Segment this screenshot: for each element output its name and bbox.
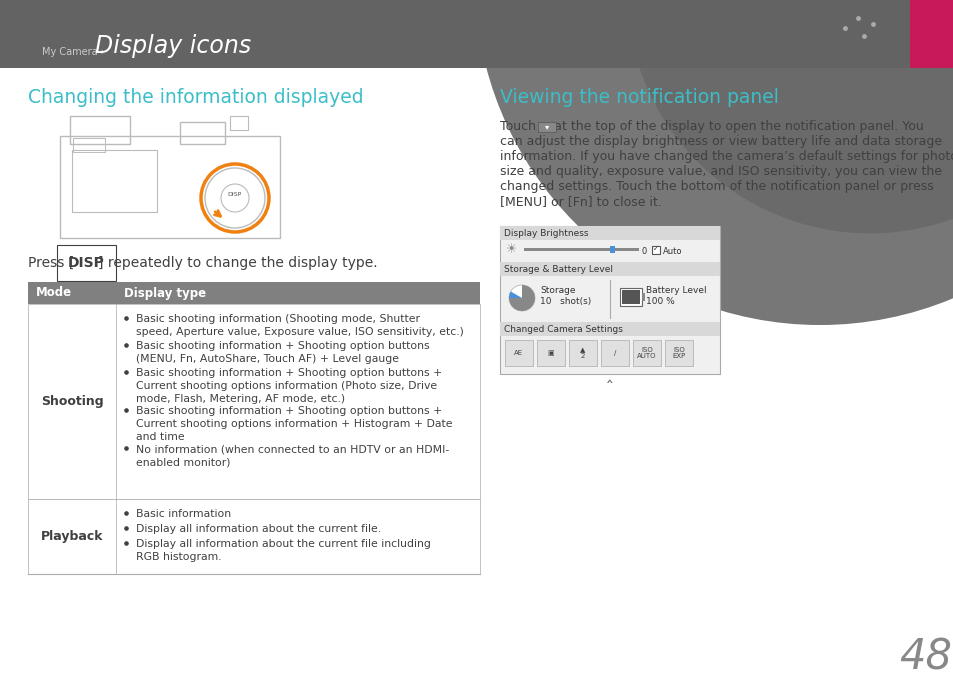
- Text: Auto: Auto: [662, 247, 681, 256]
- Text: Changing the information displayed: Changing the information displayed: [28, 88, 363, 107]
- Text: size and quality, exposure value, and ISO sensitivity, you can view the: size and quality, exposure value, and IS…: [499, 165, 941, 178]
- Bar: [609, 246, 615, 253]
- Bar: [619, 288, 641, 306]
- Text: Basic shooting information + Shooting option buttons +
Current shooting options : Basic shooting information + Shooting op…: [136, 406, 452, 442]
- Bar: [28, 304, 479, 499]
- Text: Storage: Storage: [539, 286, 575, 295]
- Bar: [909, 0, 953, 68]
- Text: ISO
AUTO: ISO AUTO: [637, 347, 656, 359]
- Bar: [504, 340, 533, 366]
- Text: Display all information about the current file.: Display all information about the curren…: [136, 524, 381, 534]
- Bar: [0, 0, 953, 68]
- Bar: [621, 290, 639, 304]
- Bar: [664, 340, 692, 366]
- Text: Shooting: Shooting: [41, 395, 103, 408]
- Text: AE: AE: [514, 350, 523, 356]
- Text: Touch ▾  at the top of the display to open the notification panel. You: Touch ▾ at the top of the display to ope…: [499, 120, 923, 133]
- Text: Mode: Mode: [36, 287, 72, 299]
- Bar: [633, 340, 660, 366]
- Text: ‸: ‸: [606, 365, 612, 383]
- Text: Basic shooting information + Shooting option buttons
(MENU, Fn, AutoShare, Touch: Basic shooting information + Shooting op…: [136, 341, 429, 364]
- Text: ISO
EXP: ISO EXP: [672, 347, 685, 359]
- Text: changed settings. Touch the bottom of the notification panel or press: changed settings. Touch the bottom of th…: [499, 180, 933, 193]
- Bar: [499, 226, 720, 240]
- Bar: [651, 246, 659, 254]
- Bar: [641, 293, 644, 301]
- Text: ▣: ▣: [547, 350, 554, 356]
- Bar: [71, 150, 157, 212]
- Wedge shape: [509, 291, 521, 298]
- Text: My Camera ›: My Camera ›: [42, 47, 105, 57]
- Text: 100 %: 100 %: [645, 297, 674, 306]
- Text: Changed Camera Settings: Changed Camera Settings: [503, 324, 622, 333]
- Circle shape: [509, 285, 535, 311]
- Bar: [537, 340, 564, 366]
- Bar: [230, 116, 248, 130]
- Text: ▾: ▾: [544, 122, 549, 132]
- Text: ] repeatedly to change the display type.: ] repeatedly to change the display type.: [98, 256, 377, 270]
- Wedge shape: [509, 285, 535, 311]
- Text: ✓: ✓: [652, 246, 659, 252]
- Bar: [180, 122, 225, 144]
- Text: Display Brightness: Display Brightness: [503, 228, 588, 237]
- Bar: [600, 340, 628, 366]
- Text: 48: 48: [899, 637, 951, 676]
- Bar: [28, 499, 479, 574]
- Bar: [28, 282, 479, 304]
- Text: Battery Level: Battery Level: [645, 286, 706, 295]
- Text: Press [: Press [: [28, 256, 74, 270]
- Bar: [568, 340, 597, 366]
- Text: No information (when connected to an HDTV or an HDMI-
enabled monitor): No information (when connected to an HDT…: [136, 444, 449, 467]
- Bar: [60, 136, 280, 238]
- Text: can adjust the display brightness or view battery life and data storage: can adjust the display brightness or vie…: [499, 135, 942, 148]
- Text: Viewing the notification panel: Viewing the notification panel: [499, 88, 778, 107]
- Text: Basic information: Basic information: [136, 509, 231, 519]
- Text: DISP: DISP: [228, 191, 242, 197]
- Text: /: /: [613, 350, 616, 356]
- Bar: [537, 122, 556, 132]
- Text: DISP: DISP: [68, 256, 105, 270]
- Text: Storage & Battery Level: Storage & Battery Level: [503, 264, 613, 274]
- Text: 0: 0: [641, 247, 646, 256]
- Bar: [523, 248, 639, 251]
- Bar: [499, 226, 720, 374]
- Text: ☀: ☀: [506, 243, 517, 256]
- Text: ▲
2: ▲ 2: [579, 347, 585, 359]
- Bar: [70, 116, 130, 144]
- Text: Display all information about the current file including
RGB histogram.: Display all information about the curren…: [136, 539, 431, 562]
- Text: Display icons: Display icons: [95, 34, 251, 58]
- Text: [MENU] or [Fn] to close it.: [MENU] or [Fn] to close it.: [499, 195, 661, 208]
- Text: Basic shooting information + Shooting option buttons +
Current shooting options : Basic shooting information + Shooting op…: [136, 368, 442, 404]
- Text: Display type: Display type: [124, 287, 206, 299]
- Bar: [499, 262, 720, 276]
- Text: Basic shooting information (Shooting mode, Shutter
speed, Aperture value, Exposu: Basic shooting information (Shooting mod…: [136, 314, 463, 337]
- Bar: [499, 322, 720, 336]
- Bar: [73, 138, 105, 152]
- Text: Playback: Playback: [41, 530, 103, 543]
- Text: information. If you have changed the camera’s default settings for photo: information. If you have changed the cam…: [499, 150, 953, 163]
- Text: 10   shot(s): 10 shot(s): [539, 297, 591, 306]
